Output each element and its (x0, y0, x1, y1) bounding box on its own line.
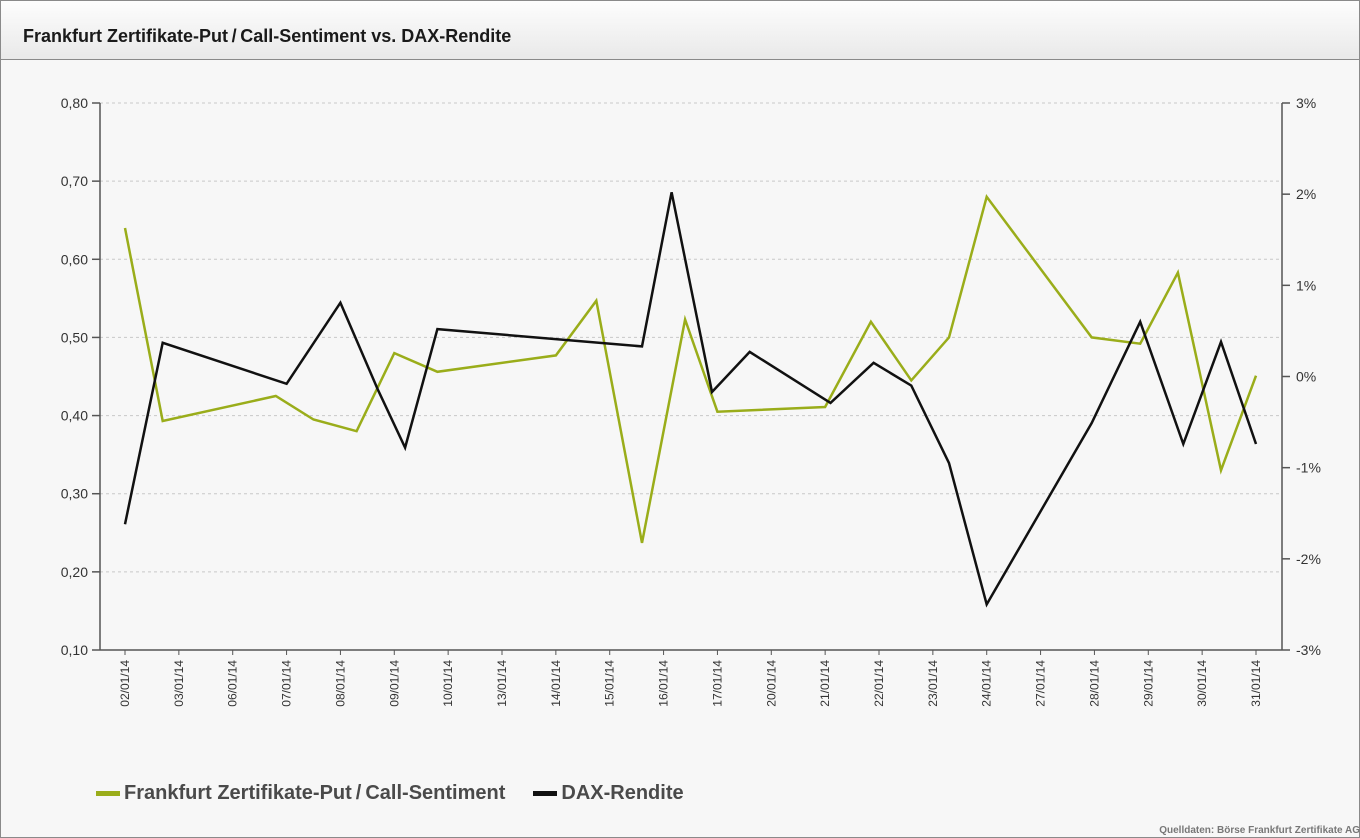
left-tick-label-3: 0,40 (61, 408, 88, 424)
x-tick-label-3: 07/01/14 (280, 660, 294, 707)
legend-swatch-dax (533, 791, 558, 796)
x-tick-label-10: 16/01/14 (657, 660, 671, 707)
series-line-1 (123, 192, 1258, 608)
x-tick-label-15: 23/01/14 (926, 660, 940, 707)
series-line-0 (123, 193, 1258, 544)
left-tick-label-2: 0,30 (61, 486, 88, 502)
left-tick-label-6: 0,70 (61, 173, 88, 189)
right-tick-label-4: 1% (1296, 277, 1316, 293)
x-tick-label-20: 30/01/14 (1195, 660, 1209, 707)
x-tick-label-7: 13/01/14 (495, 660, 509, 707)
right-tick-label-6: 3% (1296, 95, 1316, 111)
legend-item-sentiment: Frankfurt Zertifikate-Put / Call-Sentime… (96, 782, 505, 805)
x-tick-label-0: 02/01/14 (118, 660, 132, 707)
source-note: Quelldaten: Börse Frankfurt Zertifikate … (1159, 825, 1360, 836)
x-tick-label-16: 24/01/14 (980, 660, 994, 707)
x-tick-label-17: 27/01/14 (1034, 660, 1048, 707)
left-tick-label-0: 0,10 (61, 642, 88, 658)
legend: Frankfurt Zertifikate-Put / Call-Sentime… (96, 782, 712, 805)
x-tick-label-4: 08/01/14 (333, 660, 347, 707)
x-tick-label-9: 15/01/14 (603, 660, 617, 707)
right-tick-label-5: 2% (1296, 186, 1316, 202)
x-tick-label-11: 17/01/14 (710, 660, 724, 707)
left-tick-label-5: 0,60 (61, 251, 88, 267)
right-tick-label-1: -2% (1296, 551, 1321, 567)
right-tick-label-0: -3% (1296, 642, 1321, 658)
legend-swatch-sentiment (96, 791, 120, 796)
x-tick-label-2: 06/01/14 (226, 660, 240, 707)
x-tick-label-5: 09/01/14 (387, 660, 401, 707)
chart-header: Frankfurt Zertifikate-Put / Call-Sentime… (1, 1, 1359, 60)
x-tick-label-8: 14/01/14 (549, 660, 563, 707)
x-tick-label-21: 31/01/14 (1249, 660, 1263, 707)
legend-item-dax: DAX-Rendite (533, 782, 684, 805)
x-tick-label-6: 10/01/14 (441, 660, 455, 707)
left-tick-label-4: 0,50 (61, 329, 88, 345)
left-tick-label-1: 0,20 (61, 564, 88, 580)
legend-label-dax: DAX-Rendite (561, 782, 684, 804)
x-tick-label-1: 03/01/14 (172, 660, 186, 707)
chart-title: Frankfurt Zertifikate-Put / Call-Sentime… (23, 26, 512, 46)
x-tick-label-12: 20/01/14 (764, 660, 778, 707)
left-tick-label-7: 0,80 (61, 95, 88, 111)
right-tick-label-3: 0% (1296, 369, 1316, 385)
x-tick-label-14: 22/01/14 (872, 660, 886, 707)
legend-label-sentiment: Frankfurt Zertifikate-Put / Call-Sentime… (124, 782, 506, 804)
x-tick-label-18: 28/01/14 (1087, 660, 1101, 707)
x-tick-label-13: 21/01/14 (818, 660, 832, 707)
x-tick-label-19: 29/01/14 (1141, 660, 1155, 707)
right-tick-label-2: -1% (1296, 460, 1321, 476)
